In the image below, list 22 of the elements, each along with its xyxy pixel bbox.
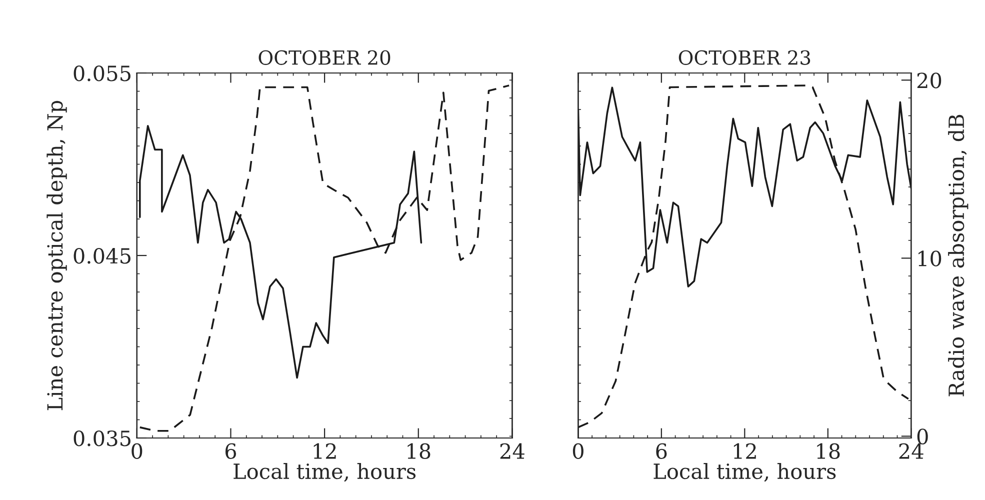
y-tick-label: 0.055 xyxy=(74,65,130,82)
y-axis-title: Line centre optical depth, Np xyxy=(46,100,67,410)
x-axis-title: Local time, hours xyxy=(234,463,416,482)
y2-axis-title: Radio wave absorption, dB xyxy=(948,114,968,396)
x-tick-label: 18 xyxy=(408,443,430,459)
x-tick-label: 6 xyxy=(656,443,667,459)
chart-title: OCTOBER 23 xyxy=(678,50,810,65)
x-tick-label: 24 xyxy=(899,443,924,459)
x-tick-label: 6 xyxy=(226,443,236,459)
y2-tick-label: 10 xyxy=(918,250,942,266)
x-tick-label: 0 xyxy=(572,443,584,459)
x-tick-label: 24 xyxy=(500,443,524,459)
chart-title: OCTOBER 20 xyxy=(258,50,390,65)
y-tick-label: 0.035 xyxy=(74,430,130,446)
y2-tick-label: 20 xyxy=(917,72,942,88)
x-tick-label: 0 xyxy=(132,443,142,459)
y-tick-label: 0.045 xyxy=(74,248,130,264)
y2-tick-label: 0 xyxy=(917,428,928,444)
x-axis-title: Local time, hours xyxy=(654,463,836,482)
x-tick-label: 12 xyxy=(314,443,336,459)
x-tick-label: 12 xyxy=(734,443,756,459)
x-tick-label: 18 xyxy=(817,443,840,459)
